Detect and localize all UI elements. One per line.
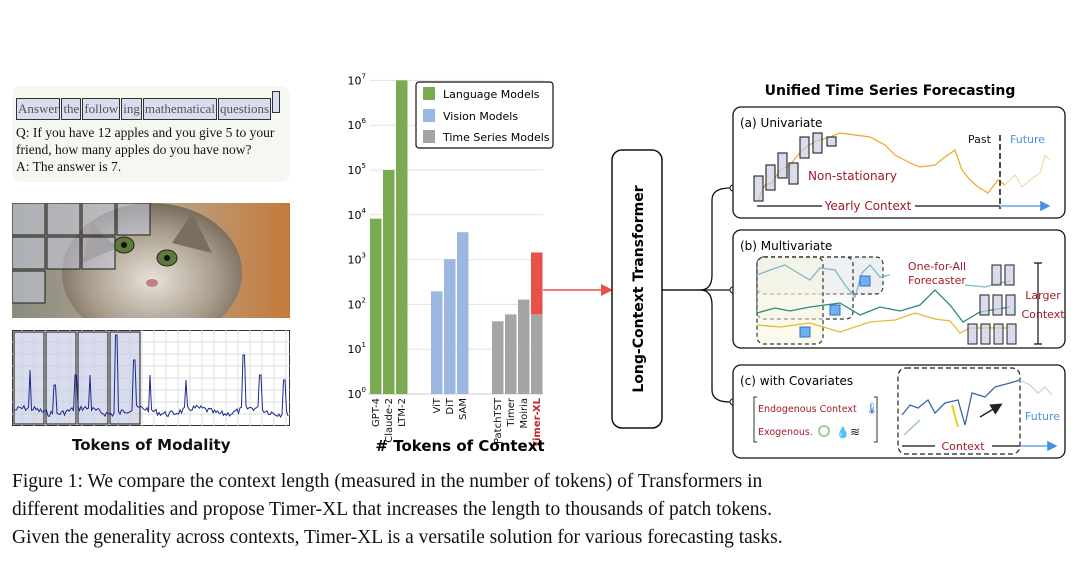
- series-line: [14, 334, 289, 418]
- bar: [531, 314, 543, 394]
- panel-covariates: (c) with Covariates Endogenous Context 🌡…: [732, 364, 1066, 459]
- token: mathematical: [142, 98, 217, 120]
- bar: [431, 291, 443, 394]
- answer-text: A: The answer is 7.: [16, 159, 122, 174]
- context-label: Context: [941, 440, 985, 453]
- image-patches: [12, 203, 151, 304]
- endogenous-label: Endogenous Context: [758, 404, 857, 415]
- legend-swatch-timeseries: [423, 130, 435, 143]
- long-context-transformer-box: [611, 149, 663, 429]
- token: questions: [217, 98, 272, 120]
- forecasting-diagram: Long-Context Transformer Unified Time Se…: [543, 83, 1066, 459]
- caption-line: Figure 1: We compare the context length …: [12, 471, 763, 492]
- bar: [505, 314, 517, 394]
- forecaster-label-2: Forecaster: [908, 274, 966, 287]
- legend-label: Vision Models: [443, 110, 518, 123]
- bar: [457, 232, 469, 394]
- y-tick-label: 100: [348, 386, 366, 401]
- bar-extension: [531, 252, 543, 315]
- bar: [518, 299, 530, 394]
- thermometer-icon: 🌡: [865, 402, 879, 415]
- cat-image: [12, 203, 290, 318]
- legend-label: Time Series Models: [442, 131, 550, 144]
- bar: [444, 259, 456, 394]
- y-tick-label: 102: [348, 296, 366, 311]
- text-modality-box: Answer the follow ing mathematical questions …: [12, 86, 290, 182]
- x-tick-label: PatchTST: [493, 397, 504, 444]
- bar: [492, 321, 504, 394]
- forecaster-label-1: One-for-All: [908, 260, 966, 273]
- bar: [383, 170, 395, 394]
- token: Answer: [16, 98, 61, 120]
- x-tick-label: Claude-2: [384, 398, 395, 443]
- y-tick-label: 107: [348, 72, 366, 87]
- yearly-context-label: Yearly Context: [824, 199, 912, 213]
- legend-swatch-language: [423, 87, 435, 100]
- x-tick-label: ViT: [432, 397, 443, 413]
- x-tick-label: SAM: [458, 398, 469, 420]
- transformer-label: Long-Context Transformer: [631, 185, 647, 392]
- token: the: [61, 98, 82, 120]
- y-tick-label: 106: [348, 117, 367, 132]
- larger-label-1: Larger: [1025, 289, 1061, 302]
- y-tick-label: 103: [348, 252, 366, 267]
- time-series-plot: [12, 330, 290, 426]
- x-tick-label: Timer: [506, 397, 517, 427]
- legend-swatch-vision: [423, 109, 435, 122]
- past-label: Past: [968, 133, 992, 146]
- panel-c-title: (c) with Covariates: [740, 374, 853, 388]
- caption-line: different modalities and propose Timer-X…: [12, 499, 772, 520]
- larger-label-2: Context: [1021, 308, 1065, 321]
- y-tick-label: 101: [348, 341, 366, 356]
- legend-label: Language Models: [443, 88, 540, 101]
- x-tick-label: GPT-4: [371, 398, 382, 427]
- bar: [370, 218, 382, 394]
- panel-b-title: (b) Multivariate: [740, 239, 832, 253]
- y-tick-label: 105: [348, 162, 366, 177]
- qa-text: Q: If you have 12 apples and you give 5 …: [16, 124, 292, 175]
- question-text: Q: If you have 12 apples and you give 5 …: [16, 125, 275, 157]
- future-label: Future: [1010, 133, 1045, 146]
- unified-title: Unified Time Series Forecasting: [765, 83, 1016, 99]
- caption-line: Given the generality across contexts, Ti…: [12, 527, 783, 548]
- x-tick-label: Timer-XL: [532, 397, 543, 447]
- tokens-of-modality-label: Tokens of Modality: [72, 436, 231, 454]
- exogenous-label: Exogenous.: [758, 427, 813, 438]
- token: follow: [82, 98, 121, 120]
- bar: [396, 80, 408, 395]
- branch-connectors: [662, 187, 731, 403]
- x-tick-label: DiT: [445, 397, 456, 414]
- context-length-chart: 100 101 102 103 104 105 106 107 GPT-4 Claude-2 LT…: [348, 72, 554, 455]
- x-axis-title: # Tokens of Context: [375, 437, 544, 455]
- non-stationary-label: Non-stationary: [808, 169, 897, 183]
- chart-legend: Language Models Vision Models Time Serie…: [415, 81, 554, 149]
- x-tick-label: Moiria: [519, 398, 530, 429]
- panel-a-title: (a) Univariate: [740, 116, 822, 130]
- gauge-icon: [818, 425, 830, 437]
- token: [272, 91, 281, 113]
- panel-univariate: (a) Univariate Non-stationary Past Futur…: [732, 106, 1066, 219]
- panel-multivariate: (b) Multivariate One-for-All Forecaster …: [732, 229, 1066, 349]
- x-tick-label: LTM-2: [397, 398, 408, 427]
- prompt-tokens: Answer the follow ing mathematical questions: [16, 91, 281, 120]
- wind-icon: ≋: [850, 425, 860, 439]
- droplet-icon: 💧: [836, 426, 850, 439]
- future-label: Future: [1025, 410, 1060, 423]
- token: ing: [121, 98, 142, 120]
- y-tick-label: 104: [348, 207, 367, 222]
